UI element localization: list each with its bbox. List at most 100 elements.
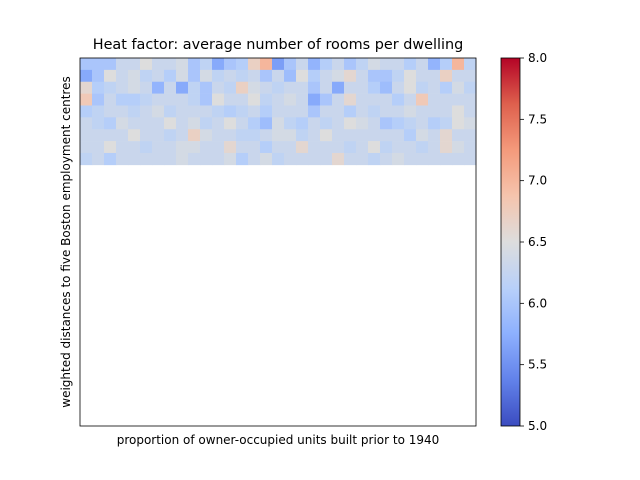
heatmap-cell	[188, 152, 201, 166]
heatmap-cell	[344, 69, 357, 83]
heatmap-cell	[92, 81, 105, 94]
heatmap-cell	[116, 69, 129, 83]
heatmap-cell	[188, 69, 201, 83]
heatmap-cell	[200, 93, 213, 106]
heatmap-cell	[176, 129, 189, 142]
heatmap-cell	[284, 81, 297, 94]
heatmap-cell	[428, 105, 441, 118]
heatmap-cell	[80, 81, 93, 94]
heatmap-cell	[296, 141, 309, 154]
heatmap-cell	[296, 58, 309, 71]
heatmap-cell	[272, 81, 285, 94]
x-axis-label: proportion of owner-occupied units built…	[117, 433, 440, 447]
colorbar-tick-label: 5.0	[528, 419, 547, 433]
heatmap-cell	[380, 69, 393, 83]
heatmap-cell	[212, 117, 225, 130]
heatmap-cell	[284, 152, 297, 166]
heatmap-cell	[260, 141, 273, 154]
heatmap-cell	[356, 69, 369, 83]
heatmap-cell	[356, 129, 369, 142]
heatmap-cell	[200, 152, 213, 166]
heatmap-cells	[80, 58, 477, 166]
heatmap-cell	[128, 129, 141, 142]
heatmap-cell	[200, 81, 213, 94]
heatmap-cell	[92, 129, 105, 142]
heatmap-cell	[92, 141, 105, 154]
heatmap-cell	[224, 117, 237, 130]
colorbar: 5.0 5.5 6.0 6.5 7.0 7.5 8.0	[500, 51, 547, 433]
heatmap-cell	[236, 69, 249, 83]
heatmap-cell	[248, 152, 261, 166]
heatmap-cell	[332, 117, 345, 130]
heatmap-cell	[284, 117, 297, 130]
heatmap-cell	[272, 117, 285, 130]
heatmap-cell	[152, 152, 165, 166]
heatmap-cell	[440, 105, 453, 118]
heatmap-cell	[404, 105, 417, 118]
heatmap-cell	[272, 58, 285, 71]
heatmap-cell	[176, 93, 189, 106]
heatmap-cell	[116, 129, 129, 142]
heatmap-cell	[236, 105, 249, 118]
heatmap-cell	[392, 141, 405, 154]
colorbar-tick-label: 7.0	[528, 174, 547, 188]
heatmap-cell	[104, 129, 117, 142]
heatmap-cell	[176, 117, 189, 130]
colorbar-tick-label: 8.0	[528, 51, 547, 65]
heatmap-cell	[104, 152, 117, 166]
heatmap-cell	[272, 152, 285, 166]
heatmap-cell	[356, 152, 369, 166]
heatmap-cell	[104, 117, 117, 130]
heatmap-cell	[440, 69, 453, 83]
heatmap-cell	[464, 117, 477, 130]
heatmap-cell	[380, 117, 393, 130]
heatmap-cell	[320, 141, 333, 154]
heatmap-cell	[416, 81, 429, 94]
heatmap-cell	[224, 69, 237, 83]
heatmap-cell	[152, 58, 165, 71]
heatmap-cell	[272, 141, 285, 154]
heatmap-cell	[260, 81, 273, 94]
heatmap-cell	[80, 58, 93, 71]
heatmap-cell	[236, 81, 249, 94]
heatmap-cell	[128, 141, 141, 154]
heatmap-cell	[140, 141, 153, 154]
heatmap-cell	[296, 129, 309, 142]
heatmap-cell	[428, 152, 441, 166]
colorbar-tick-label: 5.5	[528, 358, 547, 372]
heatmap-cell	[188, 105, 201, 118]
heatmap-cell	[188, 141, 201, 154]
heatmap-cell	[308, 141, 321, 154]
heatmap-cell	[188, 93, 201, 106]
heatmap-cell	[152, 129, 165, 142]
heatmap-cell	[152, 81, 165, 94]
heatmap-cell	[164, 105, 177, 118]
heatmap-cell	[260, 152, 273, 166]
y-axis-label: weighted distances to five Boston employ…	[59, 76, 73, 407]
heatmap-cell	[128, 58, 141, 71]
heatmap-cell	[188, 117, 201, 130]
heatmap-cell	[404, 69, 417, 83]
heatmap-cell	[224, 58, 237, 71]
heatmap-cell	[92, 93, 105, 106]
heatmap-cell	[440, 152, 453, 166]
heatmap-cell	[188, 58, 201, 71]
heatmap-cell	[308, 117, 321, 130]
heatmap-cell	[356, 117, 369, 130]
heatmap-cell	[392, 129, 405, 142]
heatmap-cell	[392, 81, 405, 94]
heatmap-cell	[440, 81, 453, 94]
heatmap-cell	[356, 58, 369, 71]
heatmap-cell	[416, 69, 429, 83]
heatmap-cell	[80, 117, 93, 130]
heatmap-cell	[392, 58, 405, 71]
heatmap-cell	[320, 129, 333, 142]
heatmap-cell	[272, 69, 285, 83]
heatmap-cell	[188, 81, 201, 94]
heatmap-cell	[236, 117, 249, 130]
heatmap-cell	[224, 129, 237, 142]
heatmap-cell	[428, 141, 441, 154]
heatmap-cell	[116, 117, 129, 130]
heatmap-cell	[308, 69, 321, 83]
heatmap-cell	[188, 129, 201, 142]
